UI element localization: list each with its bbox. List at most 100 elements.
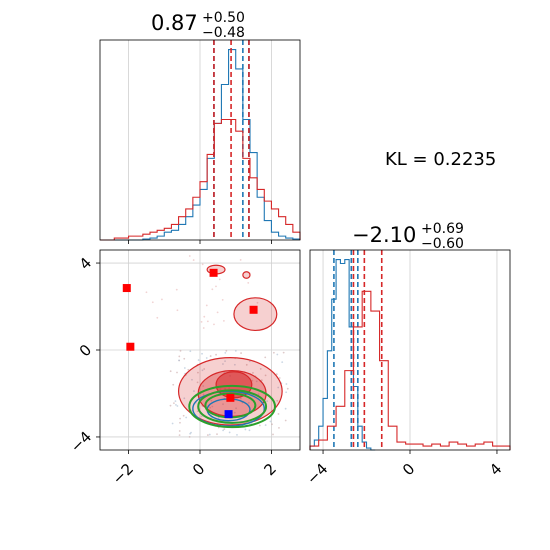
sample-point bbox=[209, 406, 212, 409]
sample-point bbox=[240, 352, 242, 354]
sample-point bbox=[201, 263, 204, 266]
sample-point bbox=[145, 291, 148, 294]
sample-point bbox=[264, 374, 267, 377]
sample-point bbox=[282, 351, 285, 354]
sample-point bbox=[208, 433, 211, 436]
histogram-series-0 bbox=[100, 48, 301, 241]
sample-point bbox=[211, 288, 214, 291]
sample-point bbox=[239, 397, 242, 400]
sample-point bbox=[255, 380, 258, 383]
sample-point bbox=[222, 403, 224, 406]
sample-point bbox=[209, 355, 212, 357]
sample-point bbox=[183, 367, 186, 369]
green-contour bbox=[197, 389, 268, 424]
title-minus: −0.48 bbox=[202, 25, 245, 41]
sample-point bbox=[245, 363, 248, 366]
sample-point bbox=[201, 352, 203, 355]
sample-point bbox=[223, 428, 226, 431]
sample-point bbox=[239, 259, 242, 261]
sample-point bbox=[272, 433, 274, 436]
red-contour-island bbox=[242, 271, 251, 279]
sample-point bbox=[171, 422, 174, 425]
sample-point bbox=[188, 255, 191, 257]
title-value: −2.10 bbox=[352, 223, 416, 247]
sample-point bbox=[266, 400, 269, 403]
sample-point bbox=[174, 400, 177, 403]
sample-point bbox=[257, 393, 260, 396]
y-tick-label: 4 bbox=[76, 254, 95, 273]
sample-point bbox=[205, 304, 208, 307]
sample-point bbox=[233, 363, 236, 366]
sample-point bbox=[256, 301, 259, 304]
sample-point bbox=[200, 415, 203, 418]
sample-point bbox=[197, 359, 200, 361]
sample-point bbox=[228, 431, 231, 434]
sample-point bbox=[202, 327, 205, 329]
sample-point bbox=[203, 315, 206, 318]
red-marker bbox=[126, 342, 135, 351]
histogram-panel-param-2: −4 0 4 bbox=[303, 249, 511, 488]
sample-point bbox=[203, 368, 206, 370]
sample-point bbox=[206, 434, 209, 436]
sample-point bbox=[202, 393, 205, 396]
histogram-panel-param-1 bbox=[99, 39, 301, 244]
sample-point bbox=[225, 349, 228, 352]
sample-point bbox=[286, 387, 289, 390]
sample-point bbox=[202, 385, 205, 387]
sample-point bbox=[197, 371, 199, 374]
sample-point bbox=[215, 285, 217, 288]
y-tick-label: −4 bbox=[67, 428, 95, 456]
sample-point bbox=[201, 369, 204, 372]
sample-point bbox=[278, 426, 280, 429]
sample-point bbox=[200, 320, 203, 323]
sample-point bbox=[259, 368, 262, 370]
x-tick-label: −2 bbox=[109, 460, 137, 488]
blue-contour bbox=[192, 390, 265, 427]
histogram-series-1 bbox=[100, 118, 301, 241]
sample-point bbox=[176, 371, 178, 374]
sample-point bbox=[248, 429, 251, 432]
x-tick-label: −4 bbox=[303, 460, 331, 488]
sample-point bbox=[247, 281, 250, 284]
sample-point bbox=[178, 359, 180, 362]
sample-point bbox=[215, 353, 217, 356]
sample-point bbox=[211, 405, 214, 408]
sample-point bbox=[151, 301, 154, 304]
sample-point bbox=[284, 407, 287, 410]
title-param-1: 0.87 +0.50 −0.48 bbox=[151, 10, 245, 41]
sample-point bbox=[213, 323, 215, 326]
sample-point bbox=[189, 432, 192, 435]
sample-point bbox=[179, 417, 182, 420]
red-contour-island bbox=[233, 297, 278, 332]
sample-point bbox=[210, 399, 213, 402]
title-plus: +0.50 bbox=[202, 10, 245, 26]
sample-point bbox=[192, 259, 195, 261]
sample-point bbox=[222, 320, 225, 322]
x-tick-label: 2 bbox=[260, 460, 279, 479]
sample-point bbox=[224, 360, 226, 363]
sample-point bbox=[235, 407, 237, 410]
sample-point bbox=[169, 370, 172, 373]
sample-point bbox=[218, 278, 221, 281]
red-marker bbox=[209, 268, 218, 277]
sample-point bbox=[272, 351, 275, 354]
sample-point bbox=[248, 360, 251, 363]
sample-point bbox=[222, 429, 225, 432]
x-tick-label: 0 bbox=[189, 460, 208, 479]
sample-point bbox=[276, 399, 279, 402]
sample-point bbox=[161, 298, 163, 301]
sample-point bbox=[175, 403, 177, 406]
sample-point bbox=[173, 402, 175, 405]
sample-point bbox=[284, 419, 287, 422]
sample-point bbox=[156, 316, 159, 319]
sample-point bbox=[169, 404, 172, 407]
sample-point bbox=[233, 411, 236, 414]
sample-point bbox=[216, 311, 219, 314]
sample-point bbox=[236, 433, 238, 436]
title-plus: +0.69 bbox=[421, 221, 464, 237]
y-tick-label: 0 bbox=[76, 341, 95, 360]
sample-point bbox=[193, 390, 195, 392]
sample-point bbox=[189, 350, 192, 353]
sample-point bbox=[264, 356, 267, 359]
